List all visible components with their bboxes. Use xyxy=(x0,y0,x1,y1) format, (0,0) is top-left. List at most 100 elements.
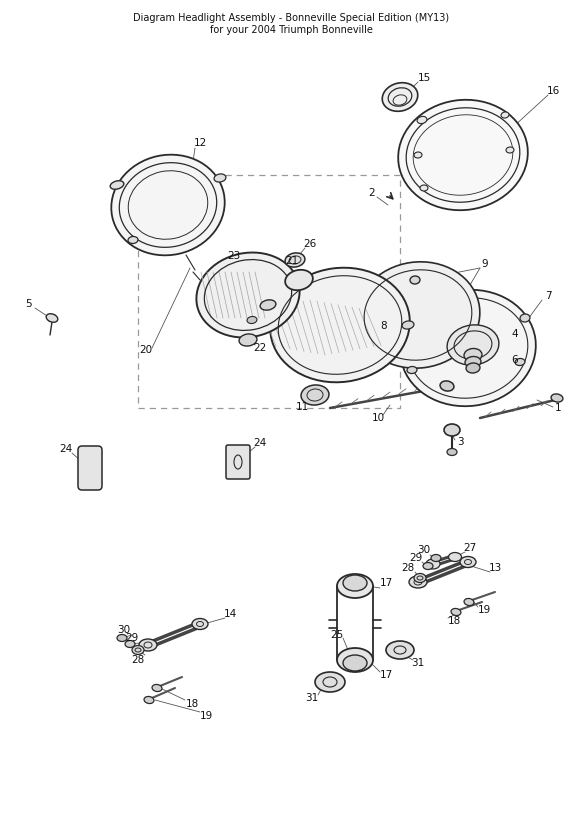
Ellipse shape xyxy=(128,236,138,244)
Text: 29: 29 xyxy=(125,633,139,643)
Text: 13: 13 xyxy=(489,563,501,573)
Text: 11: 11 xyxy=(296,402,308,412)
Ellipse shape xyxy=(301,385,329,405)
Text: 16: 16 xyxy=(546,86,560,96)
Text: 23: 23 xyxy=(227,251,241,261)
Ellipse shape xyxy=(414,152,422,158)
Text: 17: 17 xyxy=(380,578,392,588)
Text: 30: 30 xyxy=(117,625,131,635)
FancyBboxPatch shape xyxy=(78,446,102,490)
Text: 8: 8 xyxy=(381,321,387,331)
Text: 19: 19 xyxy=(477,605,491,615)
Text: 20: 20 xyxy=(139,345,153,355)
Ellipse shape xyxy=(398,100,528,210)
Ellipse shape xyxy=(343,655,367,671)
Bar xyxy=(138,175,400,408)
Ellipse shape xyxy=(111,155,224,255)
Ellipse shape xyxy=(417,116,427,124)
Text: 18: 18 xyxy=(447,616,461,626)
Text: 21: 21 xyxy=(285,256,298,266)
Text: 19: 19 xyxy=(199,711,213,721)
Text: 3: 3 xyxy=(456,437,463,447)
Text: for your 2004 Triumph Bonneville: for your 2004 Triumph Bonneville xyxy=(209,25,373,35)
Ellipse shape xyxy=(144,696,154,704)
Ellipse shape xyxy=(515,358,525,366)
Text: 18: 18 xyxy=(185,699,199,709)
Ellipse shape xyxy=(448,553,462,561)
Ellipse shape xyxy=(426,559,440,569)
Ellipse shape xyxy=(447,448,457,456)
Ellipse shape xyxy=(466,363,480,373)
Ellipse shape xyxy=(132,645,144,654)
Text: 25: 25 xyxy=(331,630,343,640)
Ellipse shape xyxy=(407,367,417,373)
Ellipse shape xyxy=(520,314,530,322)
Ellipse shape xyxy=(402,321,414,329)
Ellipse shape xyxy=(400,290,536,406)
Ellipse shape xyxy=(506,147,514,153)
Ellipse shape xyxy=(410,276,420,284)
Text: 15: 15 xyxy=(417,73,431,83)
Text: 30: 30 xyxy=(417,545,431,555)
Text: 7: 7 xyxy=(545,291,552,301)
Text: 26: 26 xyxy=(303,239,317,249)
Text: 31: 31 xyxy=(412,658,424,668)
Ellipse shape xyxy=(271,268,410,382)
Text: 31: 31 xyxy=(305,693,319,703)
Ellipse shape xyxy=(117,634,127,642)
Ellipse shape xyxy=(386,641,414,659)
Ellipse shape xyxy=(423,563,433,569)
Ellipse shape xyxy=(447,325,499,365)
Text: 14: 14 xyxy=(223,609,237,619)
Ellipse shape xyxy=(465,357,481,368)
Text: Diagram Headlight Assembly - Bonneville Special Edition (MY13): Diagram Headlight Assembly - Bonneville … xyxy=(133,13,449,23)
Text: 2: 2 xyxy=(368,188,375,198)
Ellipse shape xyxy=(337,574,373,598)
Text: 4: 4 xyxy=(512,329,518,339)
Ellipse shape xyxy=(239,334,257,346)
Text: 24: 24 xyxy=(254,438,266,448)
Ellipse shape xyxy=(464,349,482,362)
Text: 27: 27 xyxy=(463,543,477,553)
Text: 28: 28 xyxy=(401,563,415,573)
Ellipse shape xyxy=(431,555,441,561)
Text: 10: 10 xyxy=(371,413,385,423)
Ellipse shape xyxy=(356,262,480,368)
Ellipse shape xyxy=(214,174,226,182)
Ellipse shape xyxy=(192,619,208,630)
Ellipse shape xyxy=(285,269,313,290)
Ellipse shape xyxy=(315,672,345,692)
Text: 6: 6 xyxy=(512,355,518,365)
Ellipse shape xyxy=(260,300,276,310)
Ellipse shape xyxy=(551,394,563,402)
Text: 17: 17 xyxy=(380,670,392,680)
Text: 9: 9 xyxy=(482,259,489,269)
Text: 24: 24 xyxy=(59,444,73,454)
Ellipse shape xyxy=(460,556,476,568)
Ellipse shape xyxy=(343,575,367,591)
Ellipse shape xyxy=(247,316,257,324)
Text: 1: 1 xyxy=(554,403,561,413)
Ellipse shape xyxy=(337,648,373,672)
Ellipse shape xyxy=(110,180,124,190)
Ellipse shape xyxy=(440,381,454,391)
Ellipse shape xyxy=(125,640,135,648)
FancyBboxPatch shape xyxy=(226,445,250,479)
Ellipse shape xyxy=(414,574,426,583)
Text: 28: 28 xyxy=(131,655,145,665)
Ellipse shape xyxy=(46,314,58,322)
Ellipse shape xyxy=(451,608,461,616)
Ellipse shape xyxy=(152,685,162,691)
Text: 29: 29 xyxy=(409,553,423,563)
Ellipse shape xyxy=(382,82,418,111)
Ellipse shape xyxy=(420,185,428,191)
Ellipse shape xyxy=(139,639,157,651)
Ellipse shape xyxy=(409,576,427,588)
Text: 22: 22 xyxy=(254,343,266,353)
Ellipse shape xyxy=(464,598,474,606)
Ellipse shape xyxy=(196,252,300,338)
Ellipse shape xyxy=(285,253,305,267)
Text: 5: 5 xyxy=(24,299,31,309)
Text: 12: 12 xyxy=(194,138,206,148)
Ellipse shape xyxy=(444,424,460,436)
